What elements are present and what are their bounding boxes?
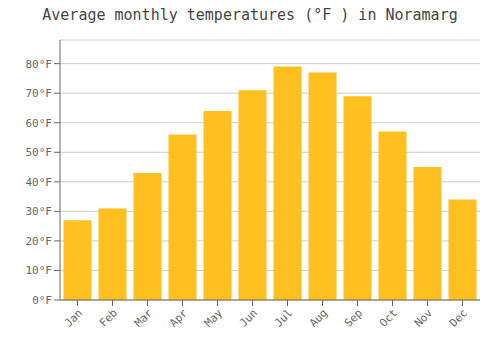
svg-text:0°F: 0°F	[32, 294, 52, 307]
html-text:Average monthly temperatures (: Average monthly temperatures (°F ) in No…	[42, 6, 458, 24]
svg-text:10°F: 10°F	[26, 264, 53, 277]
svg-text:Feb: Feb	[97, 306, 120, 329]
svg-text:Jul: Jul	[272, 306, 295, 329]
svg-text:Nov: Nov	[412, 306, 436, 330]
svg-text:40°F: 40°F	[26, 176, 53, 189]
svg-text:Jun: Jun	[237, 306, 260, 329]
svg-text:30°F: 30°F	[26, 205, 53, 218]
svg-text:20°F: 20°F	[26, 235, 53, 248]
svg-text:60°F: 60°F	[26, 117, 53, 130]
svg-text:70°F: 70°F	[26, 87, 53, 100]
svg-text:Dec: Dec	[447, 306, 470, 329]
svg-text:80°F: 80°F	[26, 58, 53, 71]
svg-text:Sep: Sep	[342, 306, 365, 329]
svg-text:Jan: Jan	[62, 306, 85, 329]
svg-text:Aug: Aug	[307, 306, 330, 329]
svg-text:50°F: 50°F	[26, 146, 53, 159]
svg-text:Apr: Apr	[167, 306, 191, 330]
svg-text:Mar: Mar	[132, 306, 156, 330]
svg-text:May: May	[202, 306, 226, 330]
svg-text:Oct: Oct	[377, 306, 400, 329]
